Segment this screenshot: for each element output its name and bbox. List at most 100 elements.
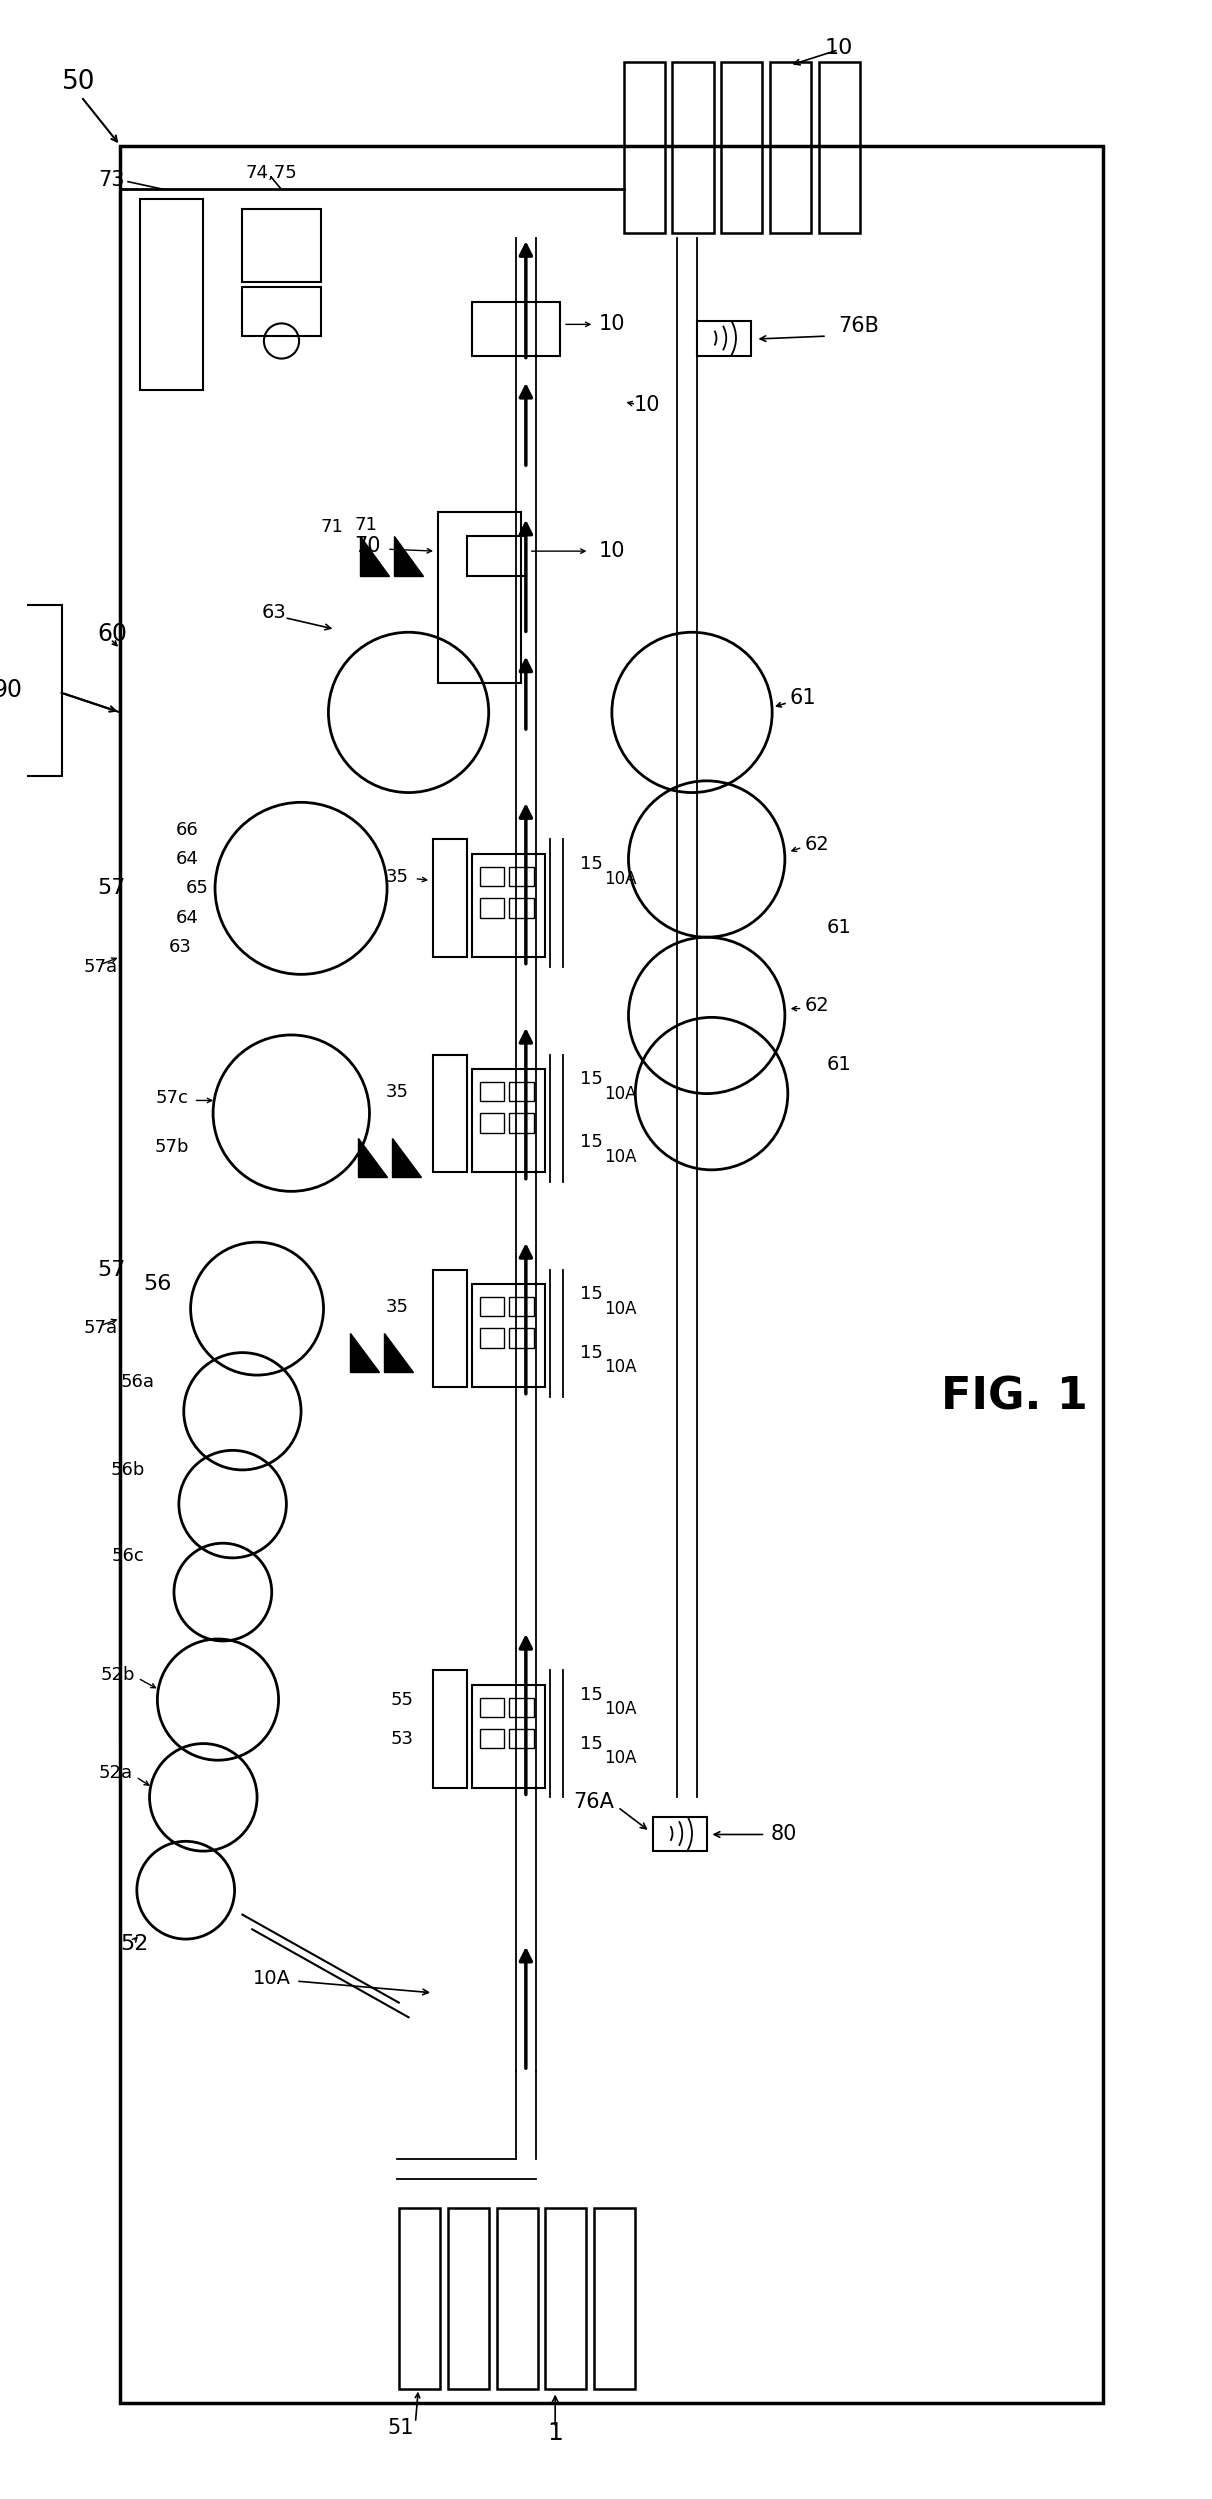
Text: 52a: 52a (99, 1764, 133, 1782)
Text: 60: 60 (98, 622, 127, 647)
Bar (594, 2207, 635, 2389)
Text: 10: 10 (634, 395, 659, 415)
Text: 35: 35 (385, 1082, 408, 1100)
Text: 90: 90 (0, 677, 23, 702)
Text: 57b: 57b (154, 1140, 189, 1157)
Polygon shape (360, 537, 389, 575)
Bar (673, 62, 714, 232)
Bar (480, 1327, 504, 1347)
Text: 15: 15 (579, 1284, 602, 1302)
Bar (399, 2207, 440, 2389)
Bar (545, 2207, 587, 2389)
Bar (473, 302, 560, 355)
Bar (509, 1327, 533, 1347)
Bar (120, 145, 1103, 2404)
Text: 76B: 76B (839, 317, 880, 337)
Bar (473, 1684, 545, 1787)
Text: 71: 71 (354, 515, 377, 535)
Text: 10: 10 (599, 542, 625, 562)
Text: 10A: 10A (604, 1147, 636, 1167)
Bar (509, 867, 533, 887)
Bar (473, 1070, 545, 1172)
Bar (433, 1055, 467, 1172)
Bar (653, 1817, 707, 1852)
Polygon shape (384, 1332, 413, 1372)
Text: 57a: 57a (84, 1319, 119, 1337)
Text: 51: 51 (387, 2417, 413, 2439)
Bar (509, 1697, 533, 1717)
Text: 15: 15 (579, 1687, 602, 1704)
Bar (480, 1697, 504, 1717)
Text: 61: 61 (827, 1055, 852, 1075)
Bar (509, 1729, 533, 1749)
Text: 10A: 10A (604, 870, 636, 887)
Bar (139, 200, 204, 390)
Bar (480, 1297, 504, 1317)
Text: 80: 80 (770, 1824, 796, 1844)
Bar (480, 1729, 504, 1749)
Text: 63: 63 (262, 602, 287, 622)
Text: FIG. 1: FIG. 1 (942, 1374, 1088, 1417)
Text: 15: 15 (579, 1734, 602, 1752)
Text: 57a: 57a (84, 957, 119, 975)
Bar (509, 1297, 533, 1317)
Text: 10: 10 (824, 37, 853, 57)
Text: 76A: 76A (573, 1792, 613, 1812)
Text: 64: 64 (176, 850, 199, 867)
Bar (770, 62, 811, 232)
Text: 1: 1 (548, 2422, 564, 2444)
Bar (497, 2207, 538, 2389)
Text: 71: 71 (320, 517, 343, 535)
Bar (624, 62, 664, 232)
Text: 10: 10 (599, 315, 625, 335)
Text: 55: 55 (390, 1692, 413, 1709)
Text: 70: 70 (355, 537, 382, 557)
Text: 62: 62 (805, 835, 829, 855)
Bar (509, 897, 533, 917)
Bar (242, 210, 321, 282)
Text: 10A: 10A (604, 1299, 636, 1317)
Bar (819, 62, 861, 232)
Bar (433, 1669, 467, 1787)
Text: 10A: 10A (604, 1359, 636, 1377)
Bar (438, 512, 521, 682)
Text: 73: 73 (98, 170, 125, 190)
Text: 74,75: 74,75 (246, 165, 298, 182)
Text: 65: 65 (185, 880, 208, 897)
Bar (473, 1284, 545, 1387)
Bar (433, 840, 467, 957)
Text: 50: 50 (62, 70, 95, 95)
Text: 53: 53 (390, 1729, 413, 1747)
Text: 15: 15 (579, 1344, 602, 1362)
Text: 57: 57 (98, 877, 126, 897)
Bar (480, 1082, 504, 1102)
Text: 56: 56 (144, 1274, 172, 1294)
Text: 56a: 56a (120, 1372, 154, 1392)
Text: 56b: 56b (110, 1462, 144, 1479)
Bar (480, 1112, 504, 1132)
Bar (447, 2207, 488, 2389)
Text: 52: 52 (120, 1934, 149, 1954)
Bar (433, 1269, 467, 1387)
Text: 15: 15 (579, 1135, 602, 1152)
Text: 57: 57 (98, 1259, 126, 1279)
Text: 57c: 57c (156, 1090, 189, 1107)
Text: 10A: 10A (604, 1699, 636, 1719)
Polygon shape (391, 1137, 422, 1177)
Polygon shape (394, 537, 423, 575)
Polygon shape (358, 1137, 387, 1177)
Text: 35: 35 (385, 867, 408, 885)
Bar (697, 322, 750, 355)
Bar (242, 287, 321, 335)
Bar (467, 537, 526, 575)
Text: 61: 61 (827, 917, 852, 937)
Text: 15: 15 (579, 855, 602, 872)
Polygon shape (350, 1332, 379, 1372)
Text: 66: 66 (176, 820, 199, 840)
Bar (721, 62, 762, 232)
Text: 64: 64 (176, 910, 199, 927)
Text: 62: 62 (805, 997, 829, 1015)
Bar (480, 867, 504, 887)
Bar (509, 1112, 533, 1132)
Text: 10A: 10A (253, 1969, 291, 1987)
